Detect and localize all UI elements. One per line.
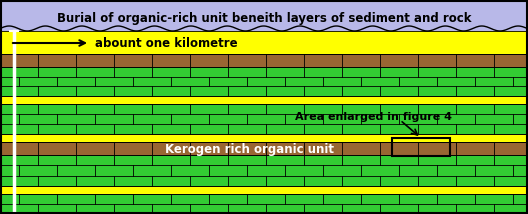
Bar xyxy=(0,0,528,31)
Bar xyxy=(0,186,528,194)
Text: Burial of organic-rich unit beneith layers of sediment and rock: Burial of organic-rich unit beneith laye… xyxy=(56,12,472,24)
Text: Area enlarged in figure 4: Area enlarged in figure 4 xyxy=(295,112,452,122)
Bar xyxy=(0,155,528,186)
Bar xyxy=(0,67,528,96)
Bar xyxy=(0,96,528,104)
Bar xyxy=(0,31,528,54)
Bar xyxy=(0,134,528,142)
Text: abount one kilometre: abount one kilometre xyxy=(95,37,238,49)
Bar xyxy=(392,138,450,156)
Text: Kerogen rich organic unit: Kerogen rich organic unit xyxy=(165,143,334,156)
Bar xyxy=(0,142,528,155)
Bar xyxy=(0,54,528,67)
Bar xyxy=(0,194,528,214)
Bar xyxy=(0,104,528,134)
